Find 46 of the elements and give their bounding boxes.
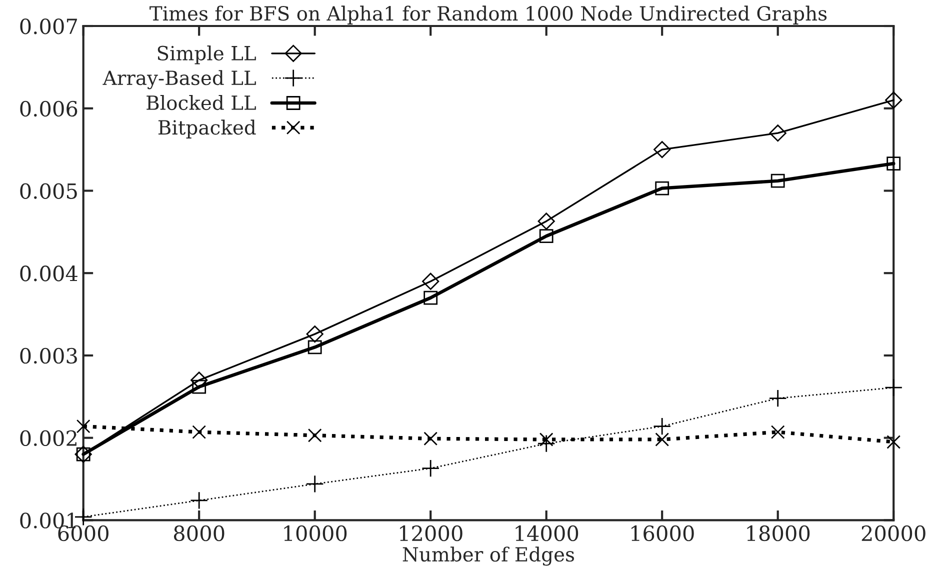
x-tick-label: 20000 xyxy=(862,525,926,542)
y-tick-label: 0.003 xyxy=(20,348,77,364)
point xyxy=(770,174,785,188)
point xyxy=(424,290,438,305)
legend-label: Array-Based LL xyxy=(102,70,256,90)
point xyxy=(768,389,787,408)
point xyxy=(537,434,556,453)
point xyxy=(539,229,554,243)
legend-label: Blocked LL xyxy=(146,95,256,110)
x-tick-label: 16000 xyxy=(631,525,694,542)
y-tick-label: 0.004 xyxy=(20,266,78,282)
point xyxy=(770,425,785,440)
y-tick-label: 0.006 xyxy=(20,100,78,117)
point xyxy=(422,459,440,478)
point xyxy=(655,181,670,196)
x-tick-label: 18000 xyxy=(747,525,810,542)
x-tick-label: 12000 xyxy=(400,525,462,542)
point xyxy=(190,372,208,389)
legend-label: Bitpacked xyxy=(158,120,256,139)
y-tick-label: 0.002 xyxy=(20,430,76,446)
point xyxy=(538,212,555,230)
point xyxy=(308,428,322,442)
point xyxy=(308,340,322,354)
point xyxy=(192,425,206,440)
point xyxy=(306,474,324,493)
point xyxy=(654,141,671,158)
point xyxy=(886,435,901,449)
x-tick-label: 8000 xyxy=(174,525,224,542)
point xyxy=(655,432,670,446)
legend-label: Simple LL xyxy=(158,45,256,64)
point xyxy=(885,92,902,109)
point xyxy=(422,272,440,290)
point xyxy=(886,156,901,171)
point xyxy=(424,432,438,446)
point xyxy=(769,124,786,142)
point xyxy=(653,417,672,436)
y-tick-label: 0.007 xyxy=(20,18,77,34)
point xyxy=(76,419,90,434)
x-tick-label: 10000 xyxy=(284,525,347,542)
x-tick-label: 14000 xyxy=(516,525,578,542)
point xyxy=(884,378,903,397)
point xyxy=(190,491,208,510)
point xyxy=(306,326,324,343)
x-axis-title: Number of Edges xyxy=(402,546,574,566)
y-tick-label: 0.005 xyxy=(20,183,77,199)
chart-title: Times for BFS on Alpha1 for Random 1000 Node Undirected Graphs xyxy=(150,6,827,24)
